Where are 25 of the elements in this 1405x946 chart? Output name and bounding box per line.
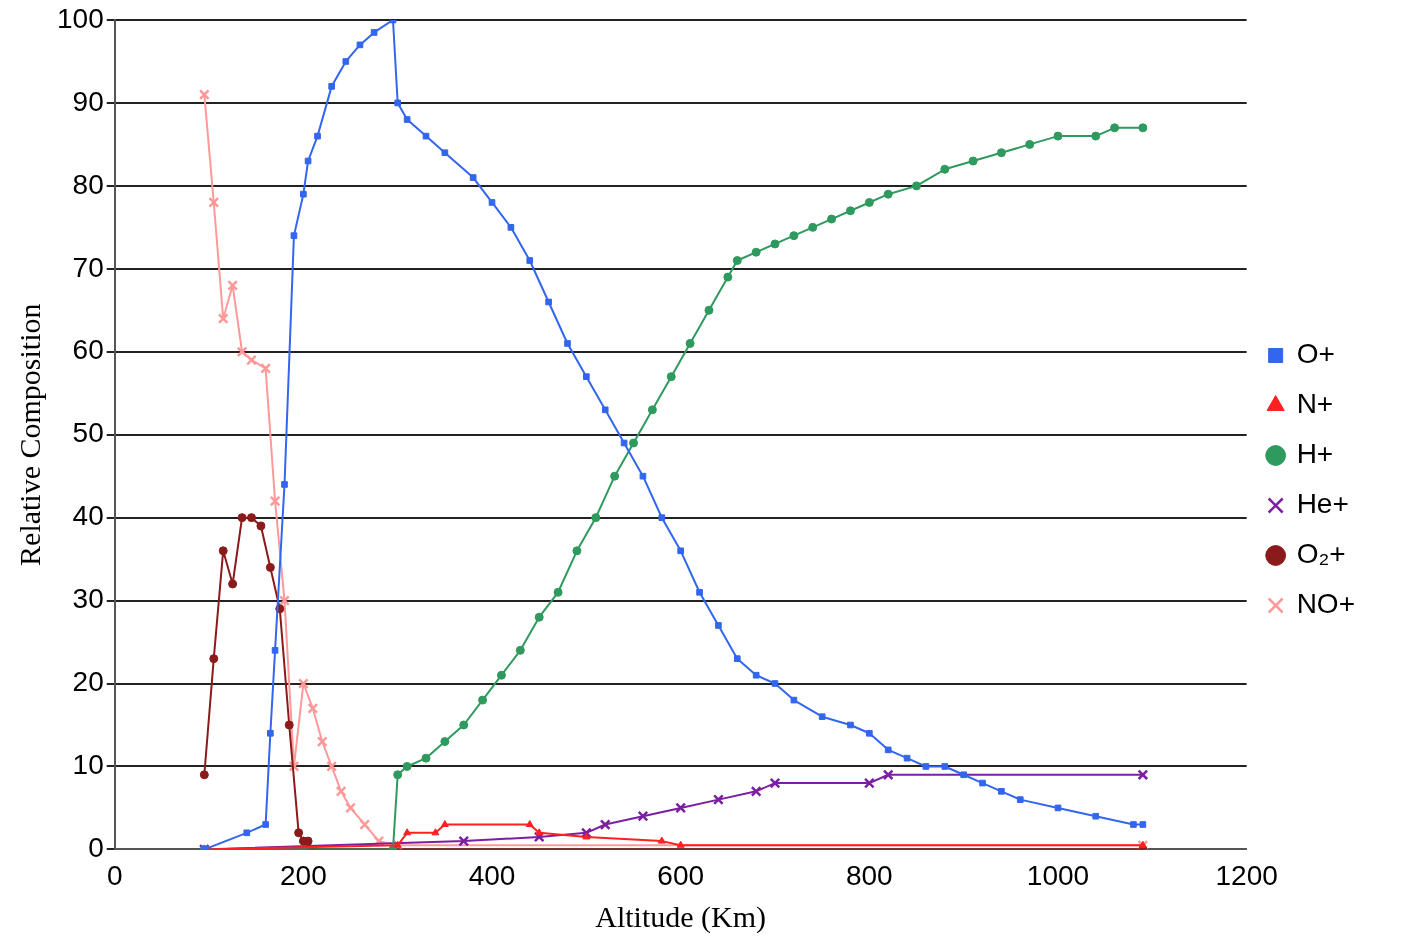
x-axis-title: Altitude (Km) <box>595 899 767 934</box>
x-tick-label: 200 <box>280 859 327 891</box>
legend-label: H+ <box>1296 438 1334 470</box>
y-tick-label: 70 <box>72 251 104 283</box>
x-tick-label: 400 <box>468 859 516 891</box>
x-tick-label: 600 <box>657 859 705 891</box>
y-tick-label: 50 <box>72 417 104 449</box>
x-tick-label: 800 <box>845 859 893 891</box>
y-tick-label: 80 <box>72 168 104 200</box>
legend-label: He+ <box>1296 488 1349 520</box>
y-tick-label: 10 <box>72 749 104 781</box>
y-tick-label: 20 <box>72 666 104 698</box>
y-axis-title: Relative Composition <box>12 303 46 566</box>
legend-label: N+ <box>1296 388 1334 420</box>
legend-label: O+ <box>1296 338 1335 370</box>
y-tick-label: 90 <box>72 85 104 117</box>
y-tick-label: 0 <box>88 832 104 864</box>
legend-label: NO+ <box>1296 588 1356 620</box>
y-tick-label: 30 <box>72 583 104 615</box>
y-tick-label: 100 <box>57 2 104 34</box>
x-tick-label: 1200 <box>1215 859 1278 891</box>
y-tick-label: 60 <box>72 334 104 366</box>
y-tick-label: 40 <box>72 500 104 532</box>
x-tick-label: 1000 <box>1026 859 1090 891</box>
legend-label: O₂+ <box>1296 538 1346 570</box>
